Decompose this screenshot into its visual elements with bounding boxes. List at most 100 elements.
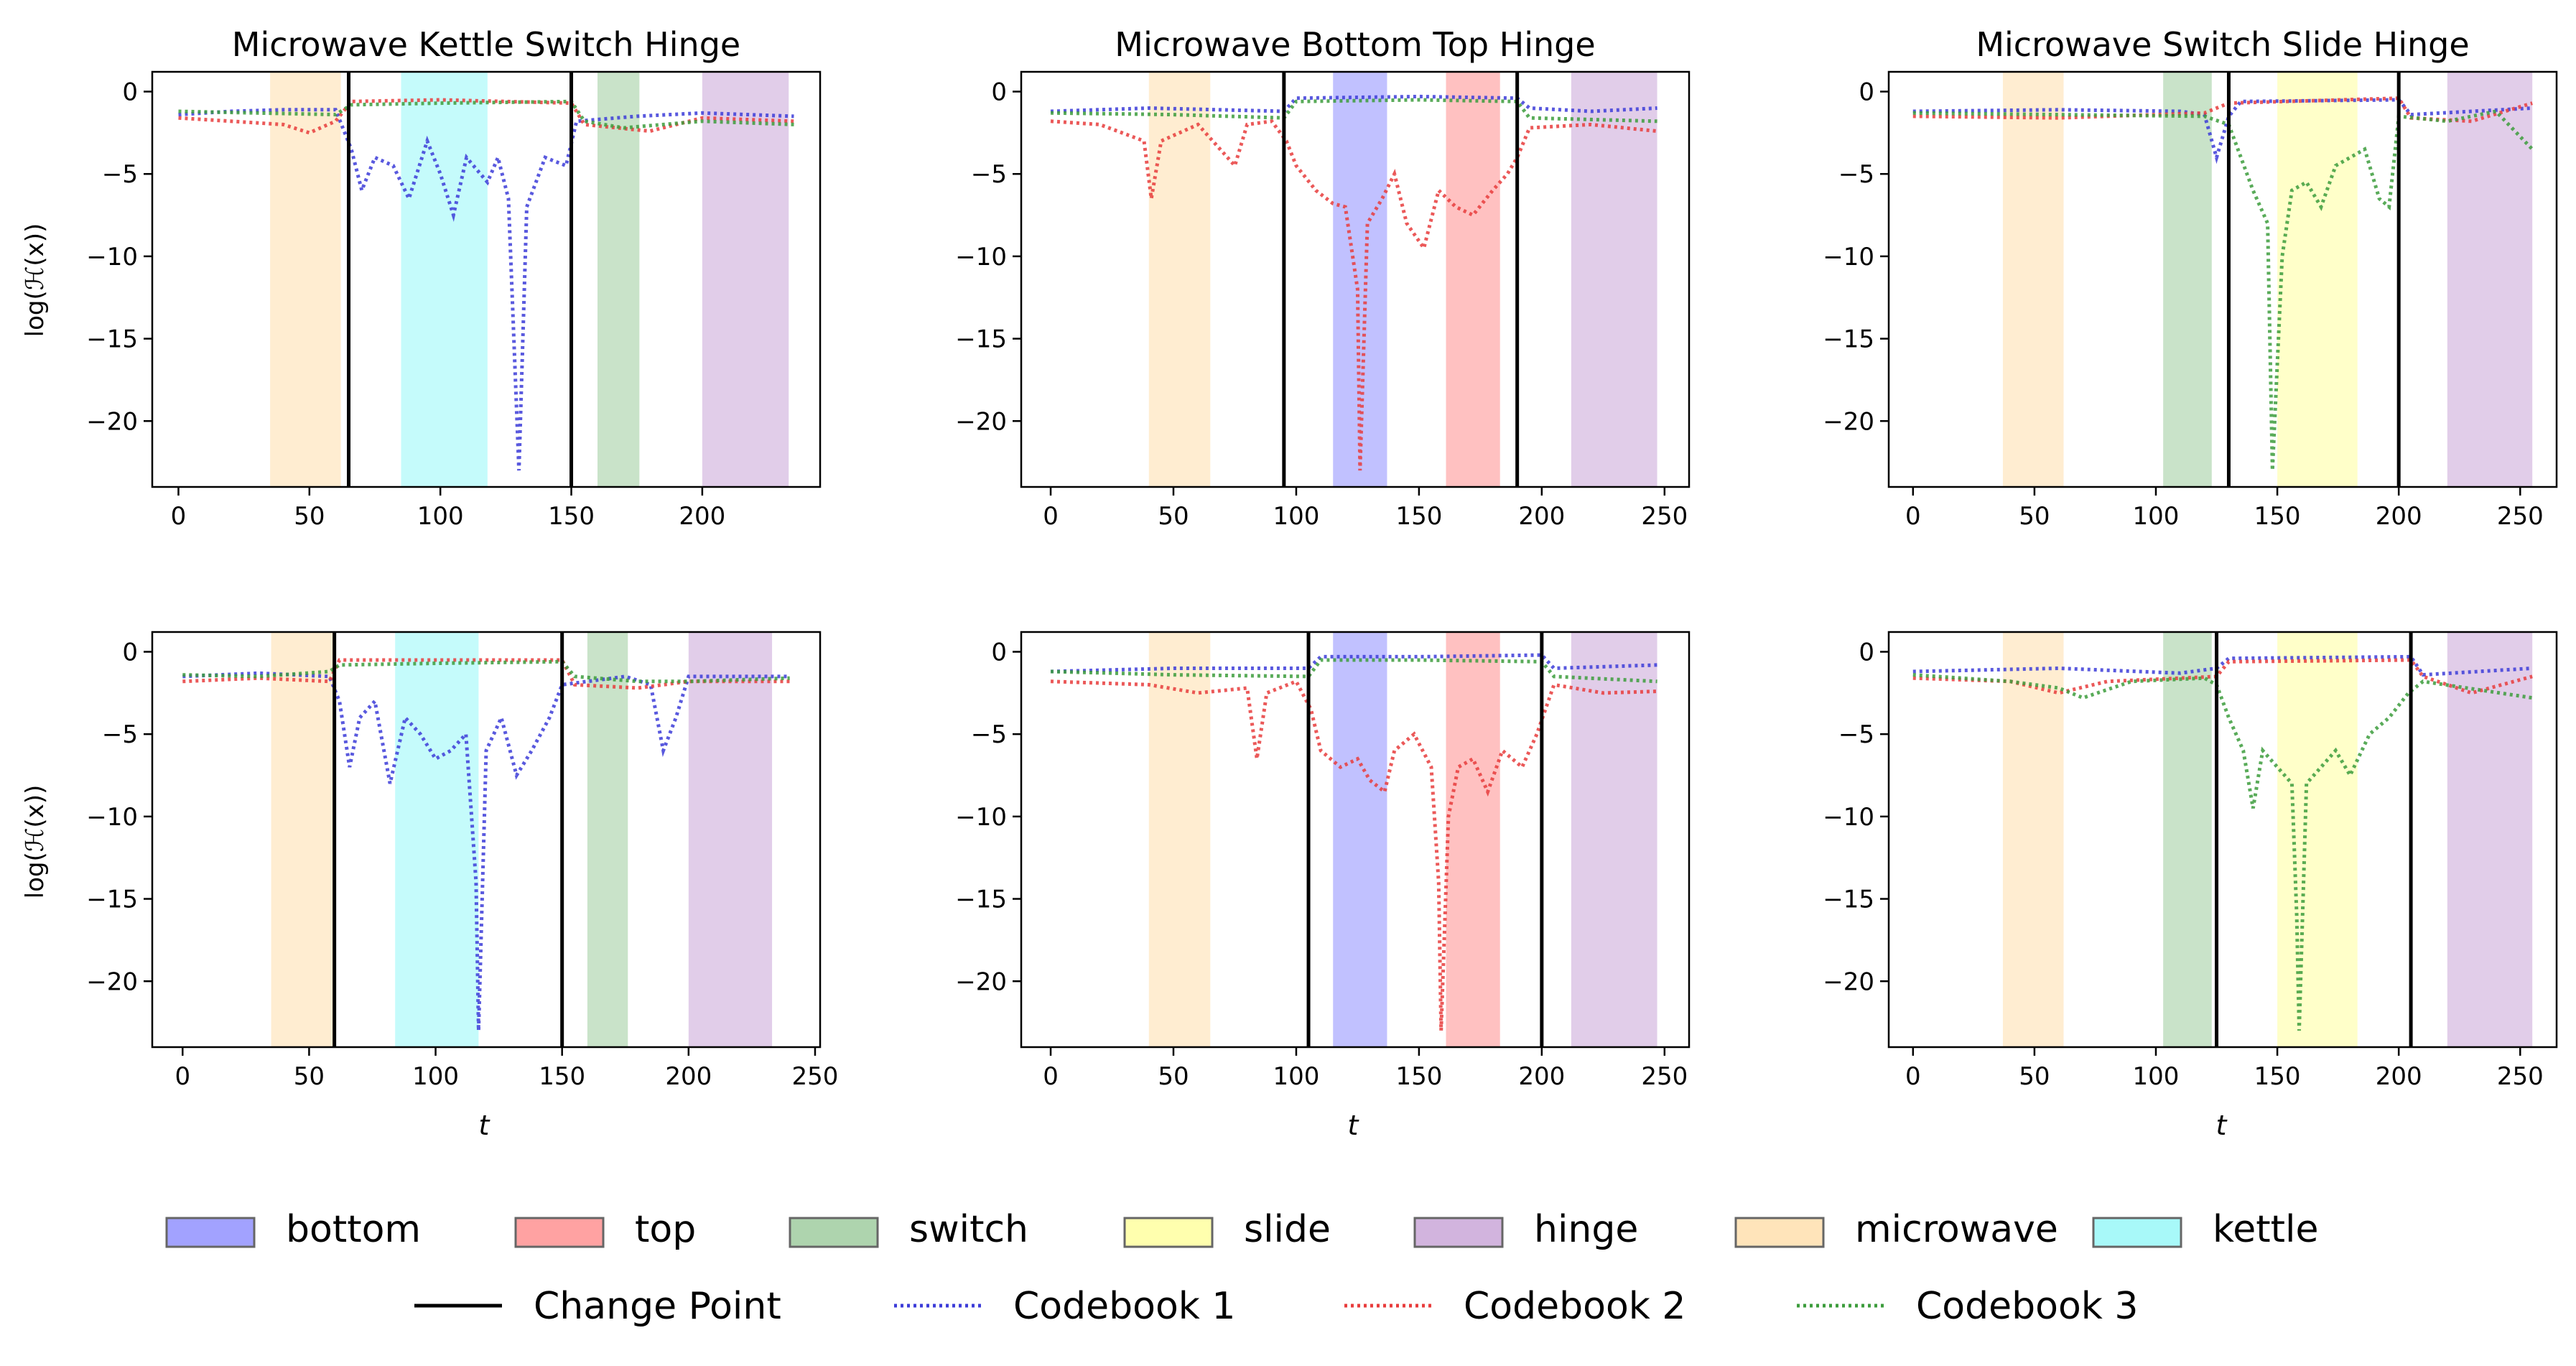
subplot-title: Microwave Switch Slide Hinge — [1976, 25, 2469, 64]
series-codebook-2 — [1050, 119, 1657, 471]
row2-ylabel: log(ℋ(x)) — [21, 785, 50, 899]
y-tick-label: 0 — [991, 78, 1007, 107]
y-tick-label: 0 — [1859, 78, 1874, 107]
x-tick-label: 100 — [1273, 1062, 1319, 1091]
subplot-6: 0 50 100 150 200 250 0 −5 −10 −15 −20 — [1823, 631, 2558, 1091]
y-tick-label: −5 — [102, 720, 138, 749]
region-hinge — [702, 72, 789, 487]
region-hinge — [2447, 72, 2533, 487]
y-tick-label: −10 — [955, 243, 1007, 271]
legend-swatch — [1413, 1217, 1504, 1248]
region-microwave — [2002, 632, 2064, 1047]
series-codebook-2 — [1912, 96, 2533, 124]
series-codebook-1 — [1912, 654, 2533, 677]
x-tick-label: 250 — [2497, 502, 2544, 531]
axes-frame — [151, 631, 822, 1049]
legend-label: Change Point — [534, 1285, 781, 1328]
legend-item-change_point: Change Point — [414, 1285, 781, 1328]
subplot-1: 0 50 100 150 200 0 −5 −10 −15 −20 Microwave Kettle… — [86, 25, 822, 531]
x-tick-label: 50 — [294, 1062, 325, 1091]
y-tick-label: −10 — [86, 243, 138, 271]
subplot-4: 0 50 100 150 200 250 0 −5 −10 −15 −20 — [86, 631, 838, 1091]
legend-swatch — [514, 1217, 605, 1248]
region-microwave — [2002, 72, 2064, 487]
x-tick-label: 200 — [665, 1062, 712, 1091]
plot-area — [1050, 632, 1657, 1047]
y-tick-label: −5 — [1838, 720, 1874, 749]
x-tick-label: 200 — [2376, 1062, 2422, 1091]
legend-swatch — [789, 1217, 879, 1248]
legend-label: switch — [909, 1208, 1028, 1251]
region-microwave — [271, 632, 335, 1047]
plot-area — [1912, 632, 2533, 1047]
y-tick-label: −20 — [1823, 407, 1874, 436]
legend-label: slide — [1244, 1208, 1331, 1251]
x-tick-label: 100 — [2133, 502, 2180, 531]
y-tick-label: −20 — [86, 967, 138, 996]
y-tick-label: −20 — [955, 407, 1007, 436]
x-tick-label: 100 — [1273, 502, 1319, 531]
axes-frame — [1020, 70, 1691, 488]
region-top — [1446, 632, 1500, 1047]
legend-item-codebook2: Codebook 2 — [1344, 1285, 1686, 1328]
legend-swatch — [1123, 1217, 1214, 1248]
region-hinge — [1571, 72, 1657, 487]
legend-item-codebook1: Codebook 1 — [894, 1285, 1236, 1328]
y-tick-label: −10 — [955, 803, 1007, 832]
y-tick-label: −10 — [1823, 243, 1874, 271]
x-tick-label: 100 — [417, 502, 464, 531]
legend-label: bottom — [286, 1208, 421, 1251]
y-tick-label: −15 — [955, 325, 1007, 354]
legend-label: Codebook 3 — [1916, 1285, 2139, 1328]
legend-item-bottom: bottom — [165, 1208, 421, 1251]
region-switch — [587, 632, 628, 1047]
xlabel-col1: t — [479, 1110, 491, 1141]
x-tick-label: 0 — [171, 502, 187, 531]
x-tick-label: 150 — [548, 502, 595, 531]
region-microwave — [1148, 632, 1211, 1047]
y-tick-label: −15 — [1823, 886, 1874, 914]
x-tick-label: 250 — [1641, 502, 1688, 531]
region-microwave — [1148, 72, 1211, 487]
legend-label: hinge — [1534, 1208, 1638, 1251]
region-microwave — [270, 72, 341, 487]
series-codebook-2 — [1050, 679, 1657, 1031]
x-tick-label: 0 — [1043, 502, 1059, 531]
subplot-title: Microwave Kettle Switch Hinge — [232, 25, 740, 64]
legend-item-microwave: microwave — [1734, 1208, 2058, 1251]
legend-item-top: top — [514, 1208, 696, 1251]
y-tick-label: −15 — [955, 886, 1007, 914]
series-codebook-3 — [1912, 673, 2533, 1031]
y-tick-label: 0 — [122, 638, 138, 667]
subplot-title: Microwave Bottom Top Hinge — [1115, 25, 1595, 64]
plot-area — [178, 72, 794, 487]
legend-label: kettle — [2213, 1208, 2318, 1251]
y-tick-label: −5 — [102, 160, 138, 189]
legend-item-kettle: kettle — [2092, 1208, 2318, 1251]
x-tick-label: 250 — [2497, 1062, 2544, 1091]
x-tick-label: 200 — [679, 502, 725, 531]
y-tick-label: 0 — [122, 78, 138, 107]
region-slide — [2277, 72, 2358, 487]
region-hinge — [688, 632, 773, 1047]
y-tick-label: −20 — [86, 407, 138, 436]
legend-label: microwave — [1855, 1208, 2058, 1251]
x-tick-label: 150 — [2254, 502, 2301, 531]
legend-item-codebook3: Codebook 3 — [1797, 1285, 2139, 1328]
axes-frame — [1020, 631, 1691, 1049]
x-tick-label: 0 — [1043, 1062, 1059, 1091]
series-codebook-3 — [1912, 109, 2534, 471]
y-tick-label: −15 — [1823, 325, 1874, 354]
series-codebook-2 — [182, 658, 790, 690]
x-tick-label: 200 — [1518, 502, 1565, 531]
region-slide — [2277, 632, 2358, 1047]
x-tick-label: 50 — [1158, 502, 1189, 531]
legend-label: Codebook 1 — [1013, 1285, 1236, 1328]
y-tick-label: −5 — [971, 160, 1007, 189]
y-tick-label: −5 — [1838, 160, 1874, 189]
region-kettle — [395, 632, 479, 1047]
subplot-3: 0 50 100 150 200 250 0 −5 −10 −15 −20 Microwave Swi… — [1823, 25, 2558, 531]
x-tick-label: 150 — [1395, 502, 1442, 531]
plot-area — [1050, 72, 1657, 487]
